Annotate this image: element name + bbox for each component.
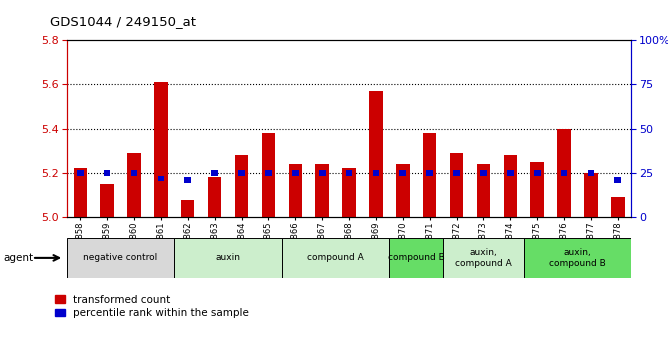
Bar xyxy=(100,184,114,217)
Bar xyxy=(534,170,540,176)
Bar xyxy=(128,153,141,217)
Bar xyxy=(389,238,443,278)
Bar xyxy=(262,133,275,217)
Bar xyxy=(292,170,299,176)
Bar xyxy=(154,82,168,217)
Text: auxin,
compound B: auxin, compound B xyxy=(549,248,606,268)
Bar xyxy=(399,170,406,176)
Bar xyxy=(530,162,544,217)
Bar xyxy=(315,164,329,217)
Bar xyxy=(524,238,631,278)
Bar xyxy=(369,91,383,217)
Text: compound A: compound A xyxy=(307,253,364,263)
Bar xyxy=(557,128,570,217)
Bar xyxy=(423,133,436,217)
Text: agent: agent xyxy=(3,253,33,263)
Bar xyxy=(319,170,325,176)
Text: compound B: compound B xyxy=(388,253,445,263)
Bar xyxy=(289,164,302,217)
Bar xyxy=(396,164,409,217)
Bar xyxy=(208,177,221,217)
Bar xyxy=(158,176,164,181)
Bar xyxy=(560,170,567,176)
Bar xyxy=(77,170,84,176)
Bar xyxy=(426,170,433,176)
Bar xyxy=(238,170,245,176)
Bar xyxy=(504,155,517,217)
Bar xyxy=(184,177,191,183)
Bar xyxy=(477,164,490,217)
Bar xyxy=(265,170,272,176)
Bar xyxy=(73,168,87,217)
Bar xyxy=(131,170,138,176)
Bar xyxy=(588,170,595,176)
Bar xyxy=(450,153,464,217)
Legend: transformed count, percentile rank within the sample: transformed count, percentile rank withi… xyxy=(55,295,249,318)
Bar xyxy=(104,170,110,176)
Bar xyxy=(345,170,353,176)
Bar xyxy=(67,238,174,278)
Bar xyxy=(584,173,598,217)
Bar xyxy=(174,238,282,278)
Bar xyxy=(611,197,625,217)
Bar xyxy=(453,170,460,176)
Text: auxin: auxin xyxy=(216,253,240,263)
Bar xyxy=(234,155,248,217)
Bar xyxy=(443,238,524,278)
Text: negative control: negative control xyxy=(84,253,158,263)
Text: auxin,
compound A: auxin, compound A xyxy=(455,248,512,268)
Bar xyxy=(181,199,194,217)
Bar xyxy=(373,170,379,176)
Text: GDS1044 / 249150_at: GDS1044 / 249150_at xyxy=(50,16,196,29)
Bar xyxy=(507,170,514,176)
Bar xyxy=(615,177,621,183)
Bar xyxy=(342,168,356,217)
Bar xyxy=(282,238,389,278)
Bar xyxy=(480,170,487,176)
Bar xyxy=(211,170,218,176)
